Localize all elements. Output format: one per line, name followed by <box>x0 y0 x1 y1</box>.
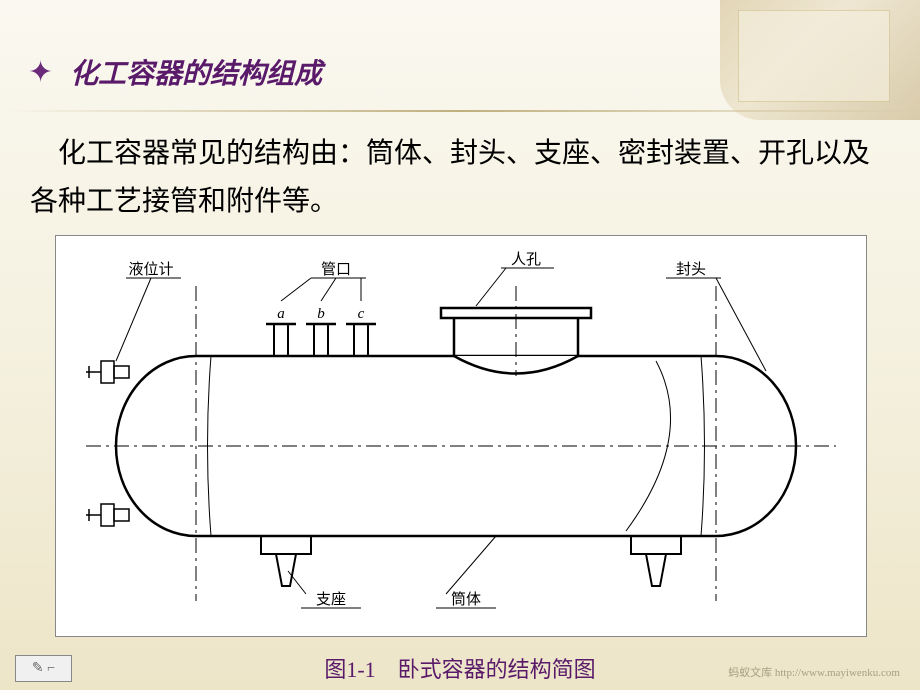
support-right <box>631 536 681 586</box>
label-shell: 筒体 <box>451 591 481 608</box>
manhole <box>441 286 591 376</box>
nozzle-label-b: b <box>317 306 325 322</box>
diagram-frame: a b c <box>55 235 867 637</box>
title-underline <box>0 110 920 112</box>
label-support: 支座 <box>316 591 346 608</box>
label-level-gauge: 液位计 <box>128 261 173 278</box>
slide-title: 化工容器的结构组成 <box>70 52 322 92</box>
support-left <box>261 536 311 586</box>
label-head: 封头 <box>676 261 706 278</box>
label-manhole: 人孔 <box>511 251 541 268</box>
label-nozzle: 管口 <box>321 261 351 278</box>
level-gauge <box>86 361 129 526</box>
star-bullet-icon: ✦ <box>28 55 53 90</box>
nozzle-a: a <box>266 306 296 356</box>
vessel-diagram: a b c <box>56 236 866 636</box>
body-paragraph: 化工容器常见的结构由：筒体、封头、支座、密封装置、开孔以及各种工艺接管和附件等。 <box>30 130 890 225</box>
nozzle-c: c <box>346 306 376 356</box>
nozzle-b: b <box>306 306 336 356</box>
head-right <box>716 356 796 536</box>
nozzle-label-c: c <box>358 306 365 322</box>
page-turn-icon[interactable]: ✎ ⌐ <box>15 655 72 682</box>
scroll-paper <box>738 10 890 102</box>
watermark: 蚂蚁文库 http://www.mayiwenku.com <box>728 664 900 680</box>
nozzle-label-a: a <box>277 306 285 322</box>
scroll-decoration <box>720 0 920 120</box>
nozzle-group: a b c <box>266 306 376 356</box>
